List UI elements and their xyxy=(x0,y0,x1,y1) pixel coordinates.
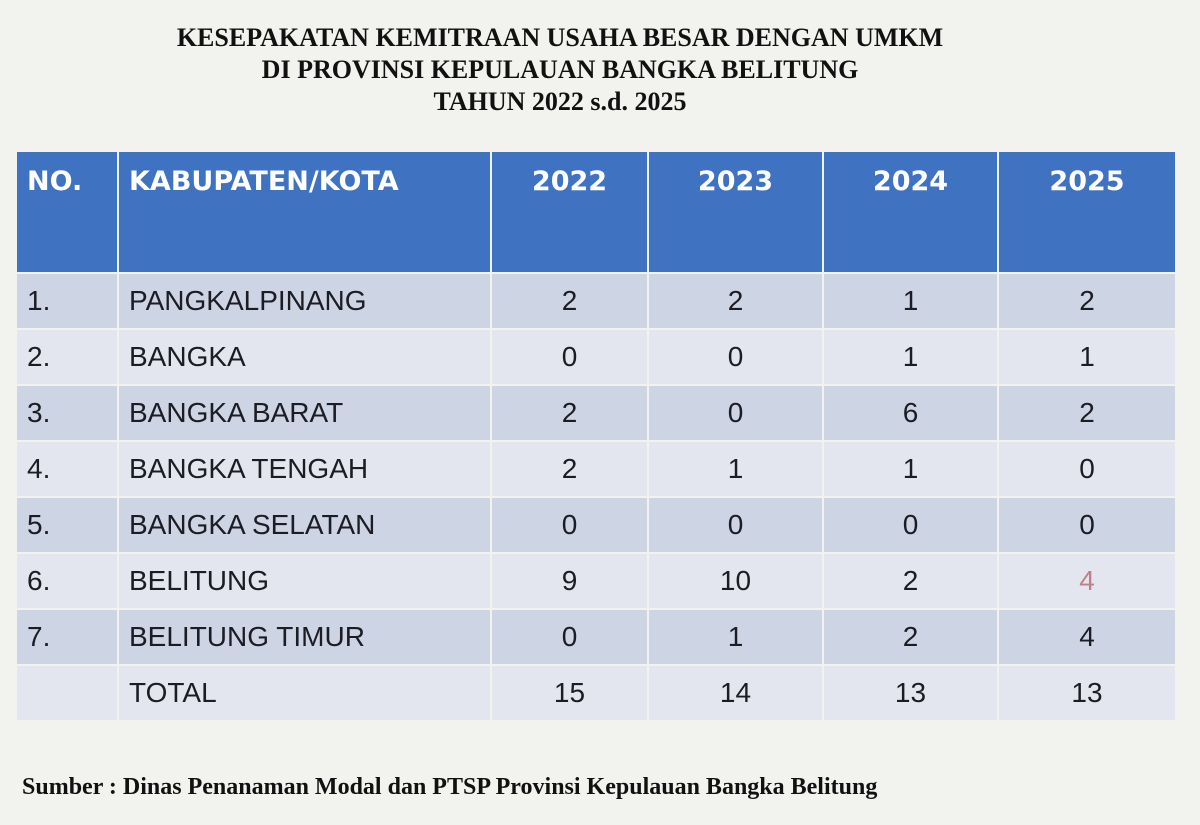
cell-kabupaten: BANGKA SELATAN xyxy=(117,496,492,554)
cell-2024: 6 xyxy=(822,384,999,442)
table-row: 2. BANGKA 0 0 1 1 xyxy=(15,328,1177,386)
cell-2023: 1 xyxy=(647,440,824,498)
cell-2022: 0 xyxy=(490,608,649,666)
cell-2024: 13 xyxy=(822,664,999,722)
cell-2023: 14 xyxy=(647,664,824,722)
cell-2024: 1 xyxy=(822,328,999,386)
title-line-3: TAHUN 2022 s.d. 2025 xyxy=(433,87,687,116)
title-line-2: DI PROVINSI KEPULAUAN BANGKA BELITUNG xyxy=(261,55,859,84)
cell-2023: 0 xyxy=(647,496,824,554)
cell-kabupaten: BELITUNG TIMUR xyxy=(117,608,492,666)
table-row: 7. BELITUNG TIMUR 0 1 2 4 xyxy=(15,608,1177,666)
header-no: NO. xyxy=(15,150,119,274)
cell-2025: 4 xyxy=(997,608,1177,666)
table-row: 6. BELITUNG 9 10 2 4 xyxy=(15,552,1177,610)
cell-2025: 0 xyxy=(997,440,1177,498)
cell-2024: 1 xyxy=(822,272,999,330)
cell-no xyxy=(15,664,119,722)
cell-2022: 2 xyxy=(490,384,649,442)
cell-kabupaten: BANGKA BARAT xyxy=(117,384,492,442)
table-row: 4. BANGKA TENGAH 2 1 1 0 xyxy=(15,440,1177,498)
cell-2024: 1 xyxy=(822,440,999,498)
cell-2025: 0 xyxy=(997,496,1177,554)
header-2024: 2024 xyxy=(822,150,999,274)
cell-no: 6. xyxy=(15,552,119,610)
header-2025: 2025 xyxy=(997,150,1177,274)
cell-no: 2. xyxy=(15,328,119,386)
table-header-row: NO. KABUPATEN/KOTA 2022 2023 2024 2025 xyxy=(15,150,1177,274)
cell-2022: 15 xyxy=(490,664,649,722)
cell-no: 1. xyxy=(15,272,119,330)
table-row: 5. BANGKA SELATAN 0 0 0 0 xyxy=(15,496,1177,554)
cell-no: 3. xyxy=(15,384,119,442)
cell-2025: 4 xyxy=(997,552,1177,610)
cell-2023: 0 xyxy=(647,328,824,386)
cell-kabupaten: PANGKALPINANG xyxy=(117,272,492,330)
cell-2024: 2 xyxy=(822,608,999,666)
cell-2023: 10 xyxy=(647,552,824,610)
cell-2022: 2 xyxy=(490,440,649,498)
cell-2025: 2 xyxy=(997,272,1177,330)
cell-2022: 2 xyxy=(490,272,649,330)
cell-2023: 1 xyxy=(647,608,824,666)
source-note: Sumber : Dinas Penanaman Modal dan PTSP … xyxy=(22,774,878,800)
header-kabupaten: KABUPATEN/KOTA xyxy=(117,150,492,274)
cell-2022: 0 xyxy=(490,496,649,554)
header-2023: 2023 xyxy=(647,150,824,274)
cell-kabupaten: TOTAL xyxy=(117,664,492,722)
cell-2022: 9 xyxy=(490,552,649,610)
cell-2024: 0 xyxy=(822,496,999,554)
cell-kabupaten: BELITUNG xyxy=(117,552,492,610)
header-2022: 2022 xyxy=(490,150,649,274)
cell-2023: 0 xyxy=(647,384,824,442)
cell-no: 5. xyxy=(15,496,119,554)
total-row: TOTAL 15 14 13 13 xyxy=(15,664,1177,722)
partnership-table: NO. KABUPATEN/KOTA 2022 2023 2024 2025 1… xyxy=(15,150,1177,722)
table-row: 1. PANGKALPINANG 2 2 1 2 xyxy=(15,272,1177,330)
table-row: 3. BANGKA BARAT 2 0 6 2 xyxy=(15,384,1177,442)
cell-2023: 2 xyxy=(647,272,824,330)
cell-no: 4. xyxy=(15,440,119,498)
cell-2025: 13 xyxy=(997,664,1177,722)
cell-no: 7. xyxy=(15,608,119,666)
cell-kabupaten: BANGKA TENGAH xyxy=(117,440,492,498)
cell-2025: 1 xyxy=(997,328,1177,386)
cell-kabupaten: BANGKA xyxy=(117,328,492,386)
page-title: KESEPAKATAN KEMITRAAN USAHA BESAR DENGAN… xyxy=(0,22,1120,118)
cell-2025: 2 xyxy=(997,384,1177,442)
cell-2024: 2 xyxy=(822,552,999,610)
cell-2022: 0 xyxy=(490,328,649,386)
title-line-1: KESEPAKATAN KEMITRAAN USAHA BESAR DENGAN… xyxy=(176,23,944,52)
